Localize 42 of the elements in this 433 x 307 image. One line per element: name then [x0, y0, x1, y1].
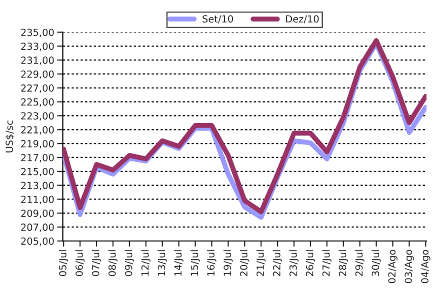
- x-tick-label: 14/Jul: [174, 250, 184, 276]
- x-tick-label: 02/Ago: [388, 250, 398, 284]
- x-tick-label: 28/Jul: [338, 250, 348, 276]
- y-tick-label: 207,00: [21, 224, 54, 232]
- x-tick-label: 23/Jul: [289, 250, 299, 276]
- y-tick-label: 231,00: [21, 56, 54, 65]
- y-tick-label: 233,00: [21, 42, 54, 51]
- y-tick-label: 209,00: [21, 210, 54, 218]
- x-tick-label: 08/Jul: [108, 250, 118, 276]
- y-tick-label: 213,00: [21, 182, 54, 190]
- y-tick-label: 215,00: [21, 168, 54, 176]
- legend-label: Dez/10: [286, 15, 319, 24]
- x-tick-label: 29/Jul: [355, 250, 364, 276]
- y-axis-title: US$/sc: [5, 120, 14, 152]
- x-tick-label: 06/Jul: [75, 250, 85, 276]
- x-tick-label: 26/Jul: [306, 250, 316, 276]
- legend-label: Set/10: [202, 15, 233, 24]
- y-tick-label: 227,00: [21, 84, 54, 93]
- y-tick-label: 223,00: [21, 112, 54, 121]
- x-tick-label: 30/Jul: [372, 250, 381, 276]
- y-tick-label: 235,00: [21, 28, 54, 38]
- x-tick-label: 22/Jul: [272, 250, 282, 276]
- x-tick-label: 09/Jul: [124, 250, 134, 276]
- y-tick-label: 217,00: [21, 154, 54, 162]
- x-tick-label: 03/Ago: [404, 250, 414, 284]
- x-tick-label: 21/Jul: [256, 250, 266, 276]
- x-tick-label: 16/Jul: [207, 250, 216, 276]
- x-tick-label: 20/Jul: [240, 250, 250, 276]
- y-tick-label: 221,00: [21, 126, 54, 134]
- x-tick-label: 13/Jul: [158, 250, 167, 276]
- x-tick-label: 05/Jul: [58, 250, 68, 276]
- y-tick-label: 225,00: [21, 98, 54, 107]
- x-tick-label: 27/Jul: [322, 250, 332, 276]
- x-tick-label: 15/Jul: [190, 250, 200, 276]
- x-tick-label: 19/Jul: [223, 250, 233, 276]
- x-tick-label: 12/Jul: [141, 250, 151, 276]
- y-tick-label: 219,00: [21, 140, 54, 148]
- y-tick-label: 211,00: [21, 196, 54, 204]
- x-tick-label: 04/Ago: [421, 250, 430, 284]
- x-tick-label: 07/Jul: [92, 250, 102, 276]
- y-tick-label: 205,00: [21, 237, 54, 246]
- y-tick-label: 229,00: [21, 70, 54, 79]
